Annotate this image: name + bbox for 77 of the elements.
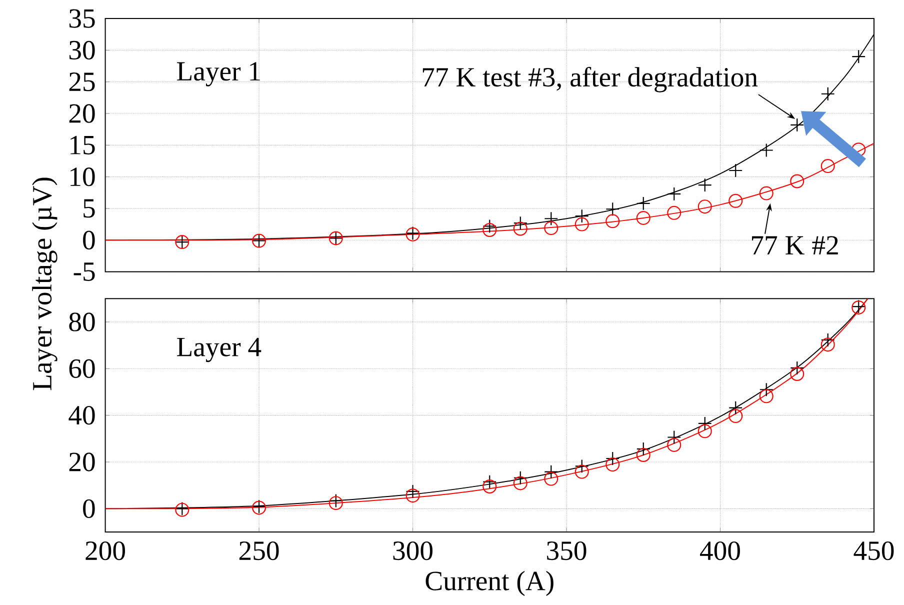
point: [574, 464, 589, 479]
point: [728, 408, 743, 423]
point: [482, 219, 497, 234]
x-tick-label: 250: [239, 541, 279, 560]
point: [544, 212, 558, 226]
point: [698, 424, 712, 438]
point: [820, 337, 835, 352]
x-tick-label: 200: [86, 541, 126, 560]
annotation: 77 K test #3, after degradation: [422, 66, 758, 92]
point: [606, 214, 620, 228]
y-tick-label: 35: [69, 9, 95, 28]
x-axis-title: Current (A): [426, 570, 554, 596]
point: [544, 221, 558, 236]
point: [636, 210, 650, 225]
point: [406, 484, 420, 498]
point: [636, 448, 650, 462]
point: [759, 186, 774, 200]
point: [574, 208, 589, 223]
point: [513, 222, 528, 236]
y-tick-label: 5: [84, 199, 95, 218]
y-tick-label: 25: [69, 72, 95, 92]
point: [759, 389, 774, 404]
point: [513, 470, 528, 485]
point: [667, 186, 682, 201]
point: [728, 163, 743, 178]
point: [544, 472, 558, 486]
y-tick-label: -5: [74, 262, 95, 281]
point: [482, 479, 497, 494]
point: [820, 86, 835, 101]
y-tick-label: 0: [83, 499, 95, 518]
point: [636, 196, 650, 210]
y-tick-label: 20: [69, 104, 95, 123]
point: [406, 488, 420, 503]
y-tick-label: 80: [69, 312, 95, 332]
x-tick-label: 350: [547, 541, 586, 560]
point: [667, 438, 682, 452]
point: [728, 194, 743, 208]
x-tick-label: 450: [854, 541, 894, 560]
y-tick-label: 0: [83, 230, 95, 250]
point: [790, 360, 804, 375]
x-tick-label: 300: [393, 541, 432, 560]
y-tick-label: 15: [70, 136, 95, 154]
point: [759, 382, 774, 397]
y-tick-label: 40: [68, 406, 95, 425]
point: [574, 217, 589, 232]
point: [606, 451, 620, 466]
x-tick-label: 400: [700, 541, 740, 560]
annotation: 77 K #2: [752, 236, 838, 254]
point: [759, 143, 774, 158]
point: [606, 202, 620, 216]
y-tick-label: 20: [69, 452, 95, 472]
point: [820, 158, 835, 173]
point: [544, 464, 558, 479]
y-axis-title: Layer voltage (µV): [32, 178, 58, 390]
point: [790, 118, 804, 132]
point: [667, 430, 682, 444]
point: [698, 199, 712, 214]
point: [482, 222, 497, 237]
point: [513, 216, 528, 230]
point: [698, 178, 712, 192]
point: [698, 416, 712, 430]
point: [790, 366, 804, 381]
point: [482, 474, 497, 489]
y-tick-label: 30: [69, 40, 95, 60]
point: [820, 332, 835, 347]
point: [606, 457, 620, 472]
annotation: Layer 4: [177, 338, 262, 362]
annotation: Layer 1: [177, 62, 260, 86]
point: [636, 442, 650, 456]
point: [513, 476, 528, 490]
point: [574, 459, 589, 474]
y-tick-label: 10: [70, 167, 95, 186]
point: [667, 206, 682, 220]
point: [728, 400, 743, 415]
y-tick-label: 60: [69, 359, 95, 378]
point: [852, 49, 866, 64]
point: [790, 174, 804, 188]
